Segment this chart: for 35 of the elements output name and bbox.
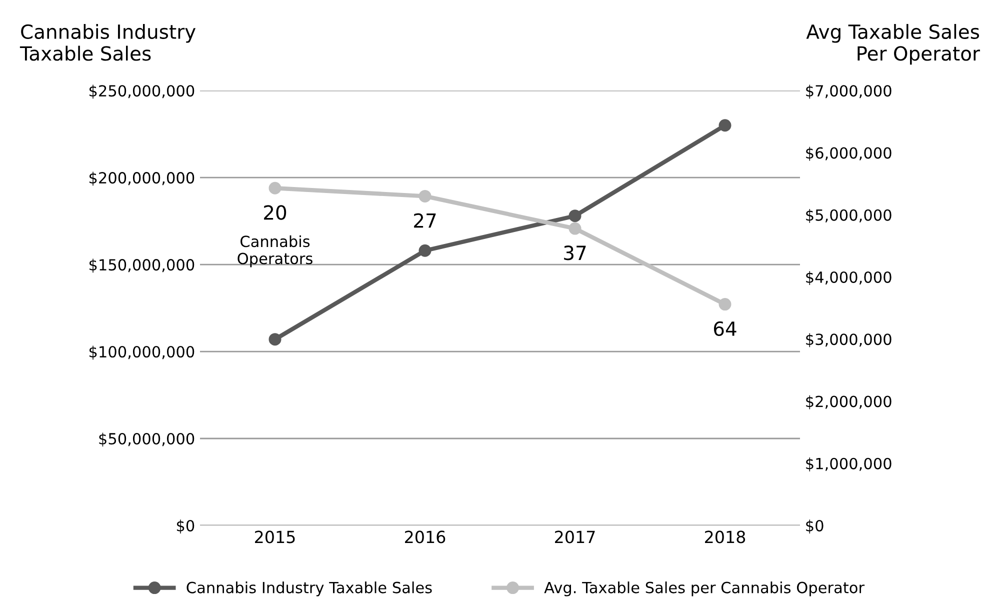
y2-axis-title: Avg Taxable Sales Per Operator (806, 24, 980, 65)
point (568, 210, 582, 222)
point (268, 182, 282, 194)
x-tick-label: 2015 (255, 530, 295, 544)
y2-tick-label: $0 (806, 520, 824, 534)
y2-tick-label: $4,000,000 (806, 271, 892, 286)
x-tick-label: 2016 (405, 530, 446, 544)
point (718, 298, 732, 311)
y-tick-label: $250,000,000 (89, 84, 194, 99)
point (568, 222, 582, 235)
x-tick-label: 2017 (555, 530, 595, 544)
legend-label: Cannabis Industry Taxable Sales (186, 582, 432, 596)
y2-tick-label: $2,000,000 (806, 395, 892, 410)
y2-tick-label: $7,000,000 (806, 84, 892, 99)
y-axis-title: Cannabis Industry Taxable Sales (20, 24, 196, 61)
legend-label: Avg. Taxable Sales per Cannabis Operator (544, 582, 865, 596)
y-tick-label: $100,000,000 (89, 346, 194, 360)
point (268, 333, 282, 346)
annotation: 27 (414, 213, 436, 228)
point (418, 190, 432, 202)
y-tick-label: $200,000,000 (89, 172, 194, 186)
annotation: 37 (564, 246, 586, 260)
point (418, 244, 432, 257)
y2-tick-label: $1,000,000 (806, 458, 892, 472)
x-tick-label: 2018 (705, 530, 746, 544)
y2-tick-label: $5,000,000 (806, 209, 892, 223)
y2-tick-label: $6,000,000 (806, 146, 892, 161)
y2-tick-label: $3,000,000 (806, 333, 892, 348)
point (718, 119, 732, 132)
annotation: 20 (264, 205, 286, 220)
y-tick-label: $0 (176, 520, 194, 534)
annotation: Cannabis Operators (238, 235, 312, 268)
annotation: 64 (714, 321, 736, 336)
y-tick-label: $50,000,000 (99, 432, 194, 447)
y-tick-label: $150,000,000 (89, 258, 194, 273)
